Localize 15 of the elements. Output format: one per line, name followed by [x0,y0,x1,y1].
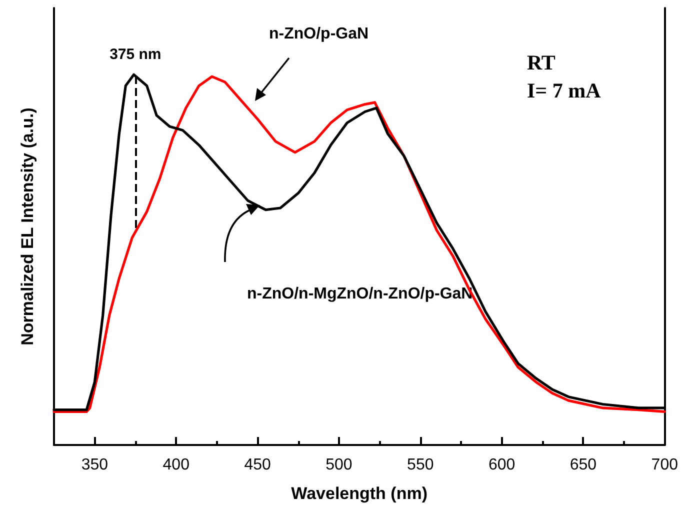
x-tick-label: 500 [326,456,352,474]
text: n-ZnO/p-GaN [269,26,369,42]
x-tick-label: 400 [162,456,190,474]
x-tick-label: 600 [488,456,516,474]
annotation: I= 7 mA [527,78,602,102]
x-axis-title: Wavelength (nm) [291,484,428,503]
x-tick-label: 550 [407,456,434,474]
x-tick-label: 350 [81,456,108,474]
series-label: n-ZnO/n-MgZnO/n-ZnO/p-GaN [247,286,473,302]
x-tick-label: 700 [651,456,678,474]
x-tick-label: 650 [570,456,597,474]
text: RT [527,50,556,74]
y-axis-title: Normalized EL Intensity (a.u.) [18,108,37,346]
x-tick-label: 450 [244,456,271,474]
ref-line-label: 375 nm [110,46,162,64]
